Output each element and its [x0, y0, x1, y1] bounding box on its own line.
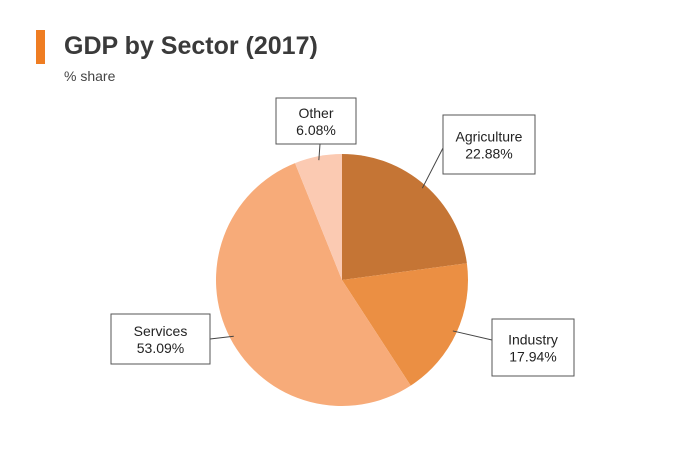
callout-leader-agriculture: [421, 147, 444, 189]
title-accent-bar: [36, 30, 45, 64]
slice-value-agriculture: 22.88%: [465, 146, 512, 162]
chart-title: GDP by Sector (2017): [64, 32, 318, 60]
callout-box-agriculture: [442, 114, 536, 175]
callout-box-industry: [491, 318, 575, 377]
callout-leader-services: [209, 335, 234, 340]
callout-leader-other: [318, 143, 321, 161]
callout-box-other: [275, 97, 357, 145]
slice-value-industry: 17.94%: [509, 349, 556, 365]
pie-slice-agriculture: [342, 154, 467, 280]
slice-label-agriculture: Agriculture: [456, 129, 523, 145]
pie-slice-other: [295, 154, 342, 280]
slice-value-other: 6.08%: [296, 122, 336, 138]
chart-subtitle: % share: [64, 68, 116, 84]
slice-label-other: Other: [298, 105, 333, 121]
slice-value-services: 53.09%: [137, 340, 184, 356]
pie-slices: [216, 154, 468, 406]
callout-leader-industry: [452, 330, 493, 341]
slice-label-industry: Industry: [508, 332, 558, 348]
pie-slice-services: [216, 163, 411, 406]
callout-box-services: [110, 313, 211, 365]
slice-label-services: Services: [134, 323, 188, 339]
pie-slice-industry: [342, 263, 468, 386]
